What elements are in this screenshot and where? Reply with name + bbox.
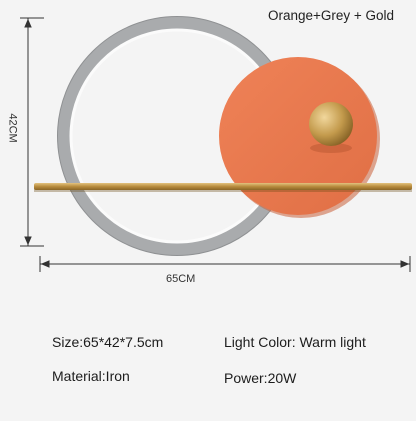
height-label: 42CM xyxy=(6,113,19,143)
color-option-label: Orange+Grey + Gold xyxy=(268,8,395,23)
light-color-spec: Light Color: Warm light xyxy=(224,334,366,350)
gold-bar xyxy=(34,183,412,192)
orange-disc xyxy=(219,57,380,218)
width-dimension-line xyxy=(39,256,411,272)
height-dimension-line xyxy=(20,17,44,247)
gold-knob xyxy=(309,102,353,153)
power-spec: Power:20W xyxy=(224,370,297,386)
width-label: 65CM xyxy=(166,273,196,285)
size-spec: Size:65*42*7.5cm xyxy=(52,334,164,350)
material-spec: Material:Iron xyxy=(52,368,130,384)
